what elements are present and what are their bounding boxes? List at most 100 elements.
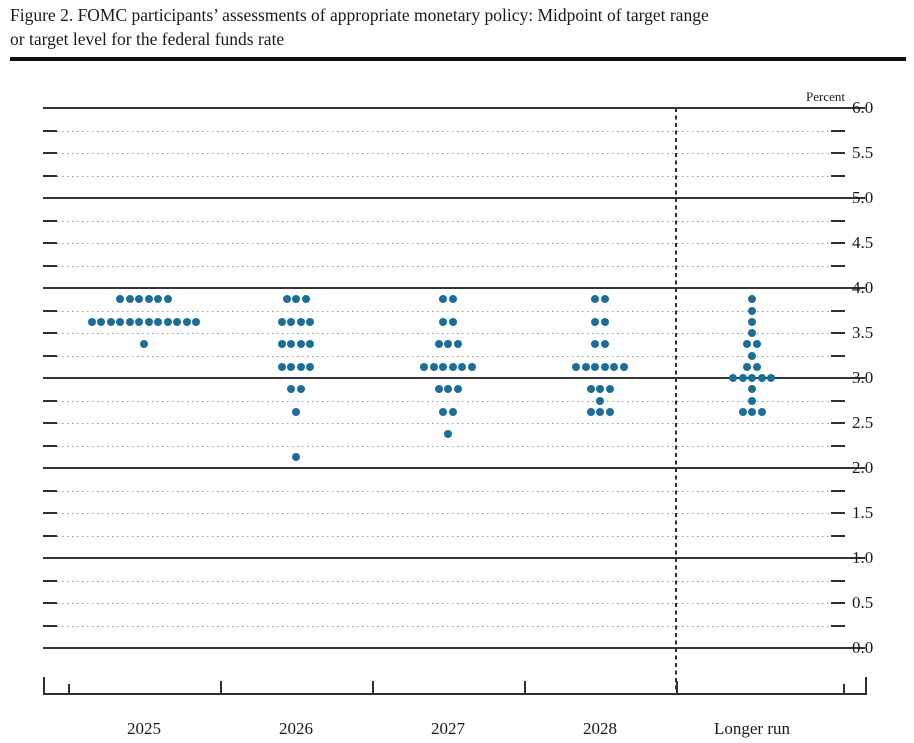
gridline-minor <box>57 535 831 537</box>
y-axis-label: 6.0 <box>852 98 874 117</box>
axis-unit-label: Percent <box>806 89 845 104</box>
y-tick-left <box>43 309 57 312</box>
gridline-minor <box>57 265 831 267</box>
figure-title-line2: or target level for the federal funds ra… <box>10 28 285 49</box>
participant-dot <box>600 362 609 371</box>
participant-dot <box>116 295 125 304</box>
participant-dot <box>729 374 737 382</box>
figure-title-line1: Figure 2. FOMC participants’ assessments… <box>10 5 709 25</box>
x-axis-label: 2028 <box>583 719 617 738</box>
participant-dot <box>287 317 296 326</box>
participant-dot <box>144 295 153 304</box>
participant-dot <box>444 340 452 349</box>
participant-dot <box>282 295 291 304</box>
x-axis-line <box>43 693 867 695</box>
gridline-minor <box>57 130 831 132</box>
gridline-major <box>43 467 865 469</box>
participant-dot <box>125 317 134 326</box>
participant-dot <box>605 407 614 416</box>
participant-dot <box>591 362 600 371</box>
participant-dot <box>140 340 148 349</box>
y-tick-right <box>831 602 845 604</box>
y-tick-right <box>831 152 845 154</box>
participant-dot <box>277 340 286 349</box>
y-tick-left <box>43 354 57 357</box>
longer-run-separator-line <box>675 108 677 695</box>
y-tick-left <box>43 219 57 222</box>
y-axis-label: 0.5 <box>852 593 874 612</box>
participant-dot <box>439 317 448 326</box>
y-tick-left <box>43 152 57 154</box>
participant-dot <box>748 396 756 405</box>
x-axis-label: 2027 <box>431 719 465 738</box>
participant-dot <box>448 407 457 416</box>
participant-dot <box>135 317 144 326</box>
y-tick-right <box>831 242 845 244</box>
gridline-major <box>43 557 865 559</box>
participant-dot <box>448 362 457 371</box>
gridline-major <box>43 647 865 649</box>
x-axis-boundary-tick <box>220 681 222 693</box>
y-tick-right <box>831 264 845 267</box>
x-axis-inner-tick-left <box>68 684 70 693</box>
participant-dot <box>448 295 457 304</box>
gridline-major <box>43 197 865 199</box>
y-tick-right <box>831 174 845 177</box>
participant-dot <box>154 317 163 326</box>
participant-dot <box>306 317 315 326</box>
participant-dot <box>467 362 476 371</box>
gridline-major <box>43 107 865 109</box>
participant-dot <box>439 407 448 416</box>
participant-dot <box>439 295 448 304</box>
participant-dot <box>591 340 600 349</box>
participant-dot <box>301 295 310 304</box>
y-tick-right <box>831 129 845 132</box>
y-tick-left <box>43 512 57 514</box>
y-tick-left <box>43 174 57 177</box>
participant-dot <box>97 317 106 326</box>
x-axis-boundary-tick <box>676 681 678 693</box>
participant-dot <box>596 385 604 394</box>
gridline-major <box>43 377 865 379</box>
participant-dot <box>581 362 590 371</box>
participant-dot <box>591 295 600 304</box>
y-tick-right <box>831 534 845 537</box>
x-axis-inner-tick-right <box>843 684 845 693</box>
participant-dot <box>182 317 191 326</box>
y-tick-left <box>43 399 57 402</box>
y-tick-left <box>43 444 57 447</box>
x-axis-boundary-tick <box>372 681 374 693</box>
x-axis-boundary-tick <box>524 681 526 693</box>
y-tick-left <box>43 129 57 132</box>
participant-dot <box>116 317 125 326</box>
participant-dot <box>586 385 595 394</box>
participant-dot <box>192 317 201 326</box>
gridline-minor <box>57 310 831 312</box>
participant-dot <box>748 374 756 382</box>
y-tick-left <box>43 242 57 244</box>
participant-dot <box>748 351 756 360</box>
participant-dot <box>287 340 296 349</box>
participant-dot <box>287 385 296 394</box>
participant-dot <box>296 340 305 349</box>
participant-dot <box>752 340 761 349</box>
participant-dot <box>572 362 581 371</box>
participant-dot <box>619 362 628 371</box>
y-tick-left <box>43 534 57 537</box>
participant-dot <box>748 317 756 326</box>
participant-dot <box>444 385 452 394</box>
participant-dot <box>434 340 443 349</box>
x-axis-end-bar-left <box>43 677 45 693</box>
y-tick-left <box>43 624 57 627</box>
participant-dot <box>420 362 429 371</box>
gridline-minor <box>57 580 831 582</box>
participant-dot <box>752 362 761 371</box>
participant-dot <box>748 329 756 337</box>
y-axis-label: 0.0 <box>852 638 874 657</box>
participant-dot <box>125 295 134 304</box>
participant-dot <box>277 362 286 371</box>
participant-dot <box>596 407 604 416</box>
gridline-minor <box>57 400 831 402</box>
